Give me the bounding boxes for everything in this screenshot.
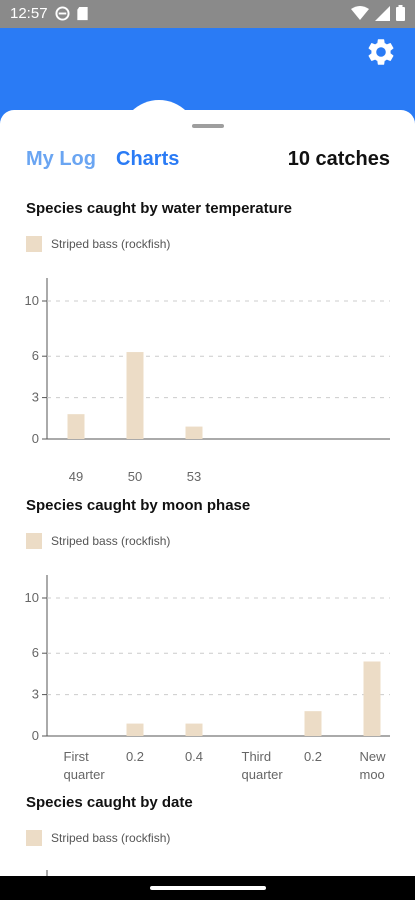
x-tick-label: 0.2 [126,749,144,764]
y-tick-label: 3 [32,687,39,702]
bar [67,414,85,439]
signal-icon [375,5,390,21]
x-tick-label: 49 [69,469,83,484]
y-tick-label: 6 [32,645,39,660]
x-tick-label: Third quarter [242,749,284,782]
vpn-icon [55,6,70,21]
x-tick-label-line: moo [360,767,385,782]
chart-date: Species caught by date Striped bass (roc… [0,794,415,876]
status-time: 12:57 [10,5,48,22]
x-tick-label: 50 [128,469,142,484]
chart-water-temperature-plot: 0 3 6 10 49 50 53 [25,278,390,484]
status-bar: 12:57 [0,0,415,28]
chart-legend: Striped bass (rockfish) [26,533,170,549]
wifi-icon [351,5,369,20]
legend-label: Striped bass (rockfish) [51,237,171,251]
x-tick-label-line: First [64,749,90,764]
legend-swatch [26,533,42,549]
bar [126,723,144,736]
x-tick-label-line: quarter [64,767,106,782]
y-tick-label: 0 [32,431,39,446]
chart-title: Species caught by moon phase [26,497,251,514]
home-indicator[interactable] [150,886,266,890]
bar [185,426,203,439]
bar [126,352,144,439]
x-tick-label-line: New [360,749,387,764]
sd-card-icon [77,6,88,21]
x-tick-label: New moo [360,749,387,782]
chart-water-temperature: 0 3 6 10 49 50 53 Species caught by water temp… [0,200,415,490]
chart-legend: Striped bass (rockfish) [26,236,170,252]
gear-icon[interactable] [365,36,397,68]
bar [185,723,203,736]
y-tick-label: 3 [32,390,39,405]
tab-bar: My Log Charts [26,148,179,171]
y-tick-label: 6 [32,348,39,363]
tab-charts[interactable]: Charts [116,148,180,170]
legend-swatch [26,236,42,252]
bar [363,661,381,736]
x-tick-label-line: Third [242,749,272,764]
x-tick-label: 53 [187,469,201,484]
nav-bar [0,876,415,900]
tab-my-log[interactable]: My Log [26,148,96,170]
chart-legend: Striped bass (rockfish) [26,830,170,846]
y-tick-label: 10 [25,293,39,308]
chart-title: Species caught by water temperature [26,200,292,217]
chart-moon-phase-plot: 0 3 6 10 First quarter 0.2 0.4 Third quarter 0.2 Ne… [25,575,390,782]
chart-date-plot [46,870,48,876]
legend-label: Striped bass (rockfish) [51,831,171,845]
chart-moon-phase: 0 3 6 10 First quarter 0.2 0.4 Third quarter 0.2 Ne… [0,497,415,792]
battery-icon [396,5,405,21]
x-tick-label: First quarter [64,749,106,782]
x-tick-label: 0.2 [304,749,322,764]
bar [304,711,322,736]
drag-handle[interactable] [192,124,224,128]
y-tick-label: 10 [25,590,39,605]
bottom-sheet: My Log Charts 10 catches 0 3 6 10 49 50 53 Spe… [0,110,415,876]
x-tick-label: 0.4 [185,749,203,764]
x-tick-label-line: quarter [242,767,284,782]
legend-swatch [26,830,42,846]
catch-count: 10 catches [287,148,390,170]
legend-label: Striped bass (rockfish) [51,534,171,548]
chart-title: Species caught by date [26,794,193,811]
y-tick-label: 0 [32,728,39,743]
